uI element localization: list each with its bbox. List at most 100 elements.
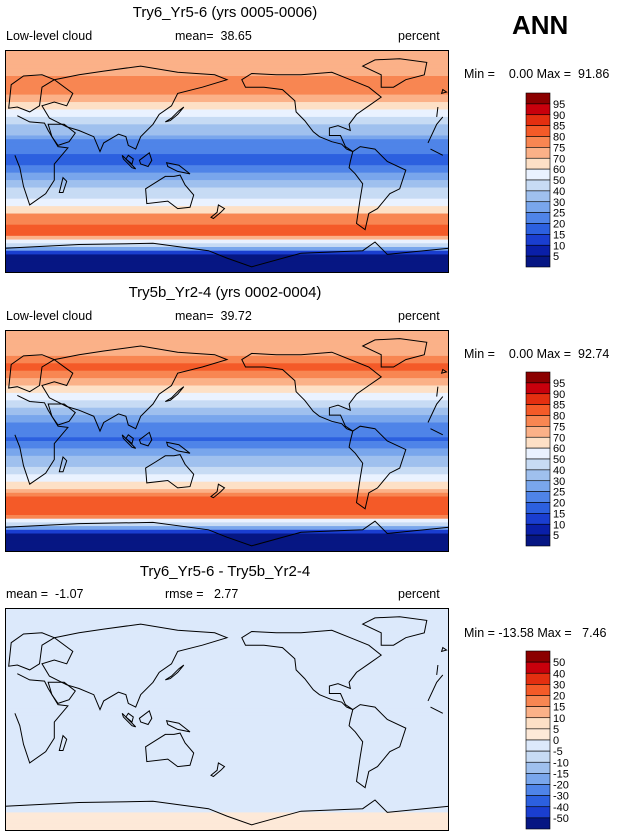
- colorbar-swatch: [525, 201, 551, 213]
- panel-2-map: [5, 330, 449, 552]
- panel-2-min-label: Min =: [464, 347, 495, 361]
- zonal-band-2: [5, 808, 449, 814]
- coastline-japan: [165, 106, 185, 123]
- zonal-band-2: [5, 760, 449, 765]
- zonal-band-1: [5, 548, 449, 552]
- colorbar-tick-label: 0: [553, 735, 559, 747]
- coastline-madagascar: [58, 734, 68, 751]
- zonal-band-0: [5, 183, 449, 189]
- panel-3-min-value: -13.58: [498, 626, 534, 640]
- zonal-band-0: [5, 124, 449, 129]
- zonal-band-1: [5, 437, 449, 442]
- colorbar-tick-label: 75: [553, 142, 565, 154]
- zonal-band-0: [5, 202, 449, 207]
- zonal-band-0: [5, 239, 449, 244]
- colorbar-swatch: [525, 393, 551, 405]
- panel-2-variable: Low-level cloud: [6, 309, 93, 323]
- zonal-band-2: [5, 730, 449, 735]
- coastline-uk: [440, 368, 448, 374]
- zonal-band-1: [5, 518, 449, 523]
- zonal-band-0: [5, 72, 449, 77]
- zonal-band-2: [5, 745, 449, 750]
- colorbar-tick-label: 70: [553, 432, 565, 444]
- coastline-new-zealand: [210, 204, 226, 220]
- zonal-band-1: [5, 415, 449, 420]
- zonal-band-0: [5, 180, 449, 185]
- panel-2-max-value: 92.74: [578, 347, 610, 361]
- panel-2-title: Try5b_Yr2-4 (yrs 0002-0004): [128, 284, 322, 301]
- colorbar-swatch: [525, 672, 551, 685]
- colorbar-swatch: [525, 502, 551, 514]
- zonal-band-1: [5, 385, 449, 390]
- zonal-band-1: [5, 474, 449, 479]
- zonal-band-2: [5, 816, 449, 821]
- colorbar-tick-label: 5: [553, 251, 559, 263]
- zonal-band-2: [5, 715, 449, 721]
- zonal-band-2: [5, 749, 449, 754]
- coastline-japan: [165, 664, 185, 681]
- zonal-band-0: [5, 76, 449, 81]
- panel-2-mean-value: 39.72: [220, 309, 252, 323]
- zonal-band-1: [5, 496, 449, 501]
- colorbar-tick-label: -15: [553, 768, 569, 780]
- zonal-band-1: [5, 426, 449, 431]
- zonal-band-2: [5, 608, 449, 613]
- panel-1-minmax: Min = 0.00 Max = 91.86: [464, 67, 609, 81]
- zonal-band-0: [5, 105, 449, 111]
- zonal-band-1: [5, 359, 449, 364]
- coastline-south-america: [348, 146, 407, 231]
- coastline-new-guinea: [165, 441, 191, 454]
- zonal-band-2: [5, 645, 449, 650]
- zonal-band-0: [5, 224, 449, 229]
- zonal-band-2: [5, 726, 449, 732]
- zonal-band-1: [5, 511, 449, 516]
- colorbar-swatch: [525, 661, 551, 674]
- colorbar-tick-label: -20: [553, 780, 569, 792]
- zonal-band-0: [5, 50, 449, 55]
- zonal-band-2: [5, 697, 449, 702]
- zonal-band-2: [5, 689, 449, 695]
- colorbar-tick-label: 50: [553, 175, 565, 187]
- zonal-band-1: [5, 433, 449, 438]
- coastline-europe: [8, 74, 439, 117]
- zonal-band-0: [5, 261, 449, 267]
- colorbar-tick-label: 5: [553, 530, 559, 542]
- colorbar-tick-label: -10: [553, 757, 569, 769]
- panel-3-title: Try6_Yr5-6 - Try5b_Yr2-4: [139, 563, 311, 580]
- season-label: ANN: [512, 10, 569, 40]
- colorbar-swatch: [525, 817, 551, 830]
- coastline-north-america: [241, 351, 383, 432]
- colorbar-tick-label: 30: [553, 679, 565, 691]
- coastline-south-america: [348, 704, 407, 789]
- panel-2-max-label: Max =: [536, 347, 572, 361]
- colorbar-swatch: [525, 92, 551, 105]
- zonal-band-0: [5, 116, 449, 122]
- coastline-india-sea: [125, 712, 134, 723]
- zonal-band-2: [5, 778, 449, 784]
- colorbar-swatch: [525, 650, 551, 663]
- coastline-africa: [14, 394, 444, 485]
- coastline-asia: [41, 623, 229, 711]
- zonal-band-1: [5, 492, 449, 498]
- colorbar-swatch: [525, 695, 551, 707]
- colorbar-tick-label: 60: [553, 443, 565, 455]
- zonal-band-1: [5, 404, 449, 409]
- colorbar-tick-label: 95: [553, 378, 565, 390]
- zonal-band-0: [5, 165, 449, 170]
- zonal-band-2: [5, 819, 449, 825]
- zonal-band-1: [5, 344, 449, 350]
- coastline-europe: [8, 354, 439, 397]
- coastline-africa: [14, 115, 444, 206]
- colorbar-tick-label: 10: [553, 519, 565, 531]
- colorbar-tick-label: 90: [553, 389, 565, 401]
- coastline-madagascar: [58, 456, 68, 473]
- coastline-borneo: [138, 431, 153, 447]
- zonal-band-0: [5, 176, 449, 181]
- panel-3-map: [5, 608, 449, 831]
- zonal-band-1: [5, 389, 449, 394]
- coastline-north-america: [241, 629, 383, 711]
- colorbar-tick-label: -30: [553, 791, 569, 803]
- zonal-band-1: [5, 392, 449, 398]
